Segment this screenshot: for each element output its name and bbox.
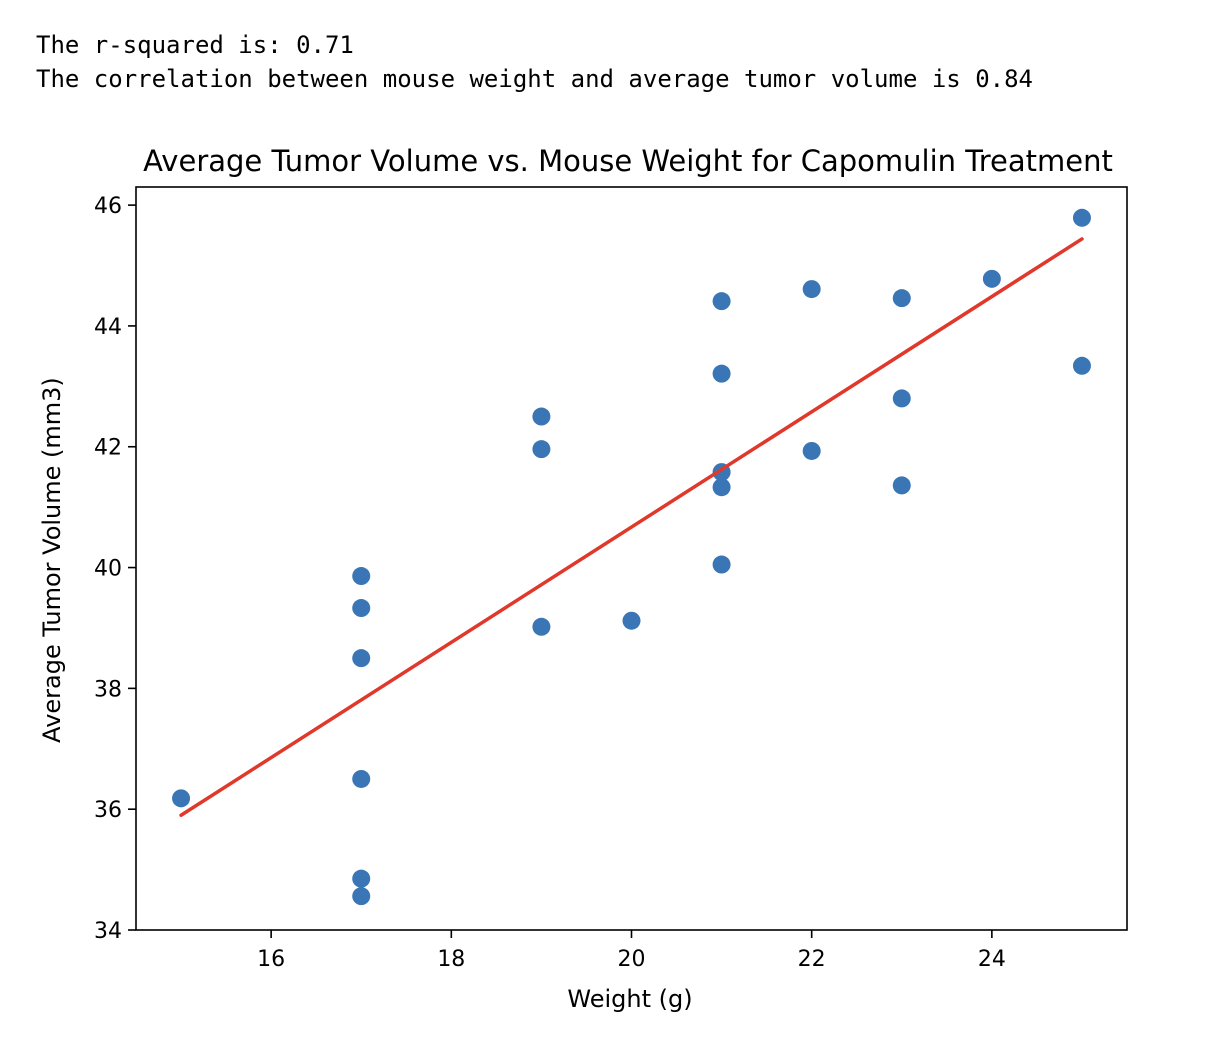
x-tick-label: 16 [257,947,285,972]
chart-title: Average Tumor Volume vs. Mouse Weight fo… [143,144,1113,178]
data-point [352,869,371,888]
data-point [712,555,731,574]
y-tick-label: 38 [94,677,122,702]
data-point [892,289,911,308]
data-point [982,269,1001,288]
x-tick-label: 20 [618,947,646,972]
data-point [802,280,821,299]
data-point [712,364,731,383]
data-point [712,292,731,311]
data-point [532,617,551,636]
data-point [352,887,371,906]
data-point [352,599,371,618]
data-point [1072,356,1091,375]
output-text: The r-squared is: 0.71 The correlation b… [36,28,1033,96]
x-axis-label: Weight (g) [567,985,692,1013]
y-tick-label: 42 [94,436,122,461]
correlation-line: The correlation between mouse weight and… [36,65,1033,93]
axes-frame [135,186,1128,931]
y-tick-label: 40 [94,557,122,582]
x-tick-label: 22 [798,947,826,972]
x-tick-label: 24 [978,947,1006,972]
data-point [892,476,911,495]
data-point [172,789,191,808]
data-point [532,440,551,459]
data-point [532,407,551,426]
y-tick-label: 44 [94,315,122,340]
data-point [622,611,641,630]
plot-area: 16 18 20 22 24 34 36 38 40 42 44 46 [94,186,1128,972]
data-point [1072,208,1091,227]
data-point [802,441,821,460]
y-tick-label: 34 [94,919,122,944]
y-tick-label: 36 [94,798,122,823]
data-point [352,649,371,668]
x-tick-label: 18 [437,947,465,972]
data-point [712,478,731,497]
data-point [352,769,371,788]
regression-line [179,237,1084,817]
y-tick-label: 46 [94,194,122,219]
data-point [892,389,911,408]
r-squared-line: The r-squared is: 0.71 [36,31,354,59]
data-point [352,567,371,586]
y-axis-label: Average Tumor Volume (mm3) [38,377,66,743]
